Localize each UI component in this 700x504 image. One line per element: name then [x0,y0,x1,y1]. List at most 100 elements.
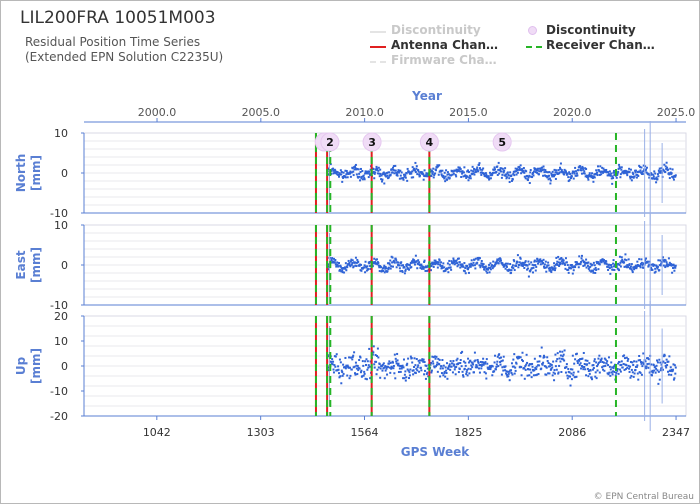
residual-point [513,260,516,263]
residual-point [580,172,583,175]
residual-point [625,259,628,262]
residual-point [432,265,435,268]
residual-point [545,170,548,173]
residual-point [613,365,616,368]
residual-point [451,262,454,265]
residual-point [340,173,343,176]
legend-discontinuity-marker[interactable]: Discontinuity [546,23,636,37]
residual-point [595,169,598,172]
residual-point [458,261,461,264]
residual-point [520,172,523,175]
residual-point [422,358,425,361]
residual-point [588,173,591,176]
legend-firmware-change[interactable]: Firmware Cha… [391,53,497,67]
residual-point [397,364,400,367]
residual-point [444,175,447,178]
legend-discontinuity-line[interactable]: Discontinuity [391,23,481,37]
residual-point [491,365,494,368]
residual-point [480,367,483,370]
residual-point [354,373,357,376]
residual-point [569,368,572,371]
legend-antenna-change[interactable]: Antenna Chan… [391,38,499,52]
residual-point [563,349,566,352]
residual-point [657,370,660,373]
residual-point [657,169,660,172]
week-tick-label: 1825 [454,426,482,439]
residual-point [358,175,361,178]
residual-point [507,269,510,272]
residual-point [386,171,389,174]
residual-point [635,360,638,363]
residual-point [376,368,379,371]
residual-point [512,172,515,175]
residual-point [641,365,644,368]
residual-point [550,367,553,370]
residual-point [532,374,535,377]
residual-point [639,371,642,374]
residual-point [420,267,423,270]
residual-point [454,169,457,172]
residual-point [655,176,658,179]
residual-point [542,261,545,264]
residual-point [591,175,594,178]
residual-point [650,363,653,366]
residual-point [384,174,387,177]
residual-point [567,271,570,274]
residual-point [461,264,464,267]
residual-point [498,353,501,356]
residual-point [609,368,612,371]
week-tick-label: 1042 [143,426,171,439]
residual-point [368,262,371,265]
residual-point [657,175,660,178]
residual-point [656,359,659,362]
residual-point [375,168,378,171]
residual-point [593,360,596,363]
residual-point [642,170,645,173]
residual-point [523,266,526,269]
residual-point [623,357,626,360]
residual-point [480,364,483,367]
residual-point [382,362,385,365]
residual-point [424,377,427,380]
residual-point [357,260,360,263]
residual-point [602,167,605,170]
residual-point [618,263,621,266]
residual-point [543,263,546,266]
residual-point [547,362,550,365]
residual-point [508,177,511,180]
residual-point [664,259,667,262]
residual-point [579,262,582,265]
residual-point [448,364,451,367]
residual-point [494,368,497,371]
residual-point [417,259,420,262]
residual-point [608,170,611,173]
residual-point [332,167,335,170]
residual-point [587,370,590,373]
residual-point [541,363,544,366]
residual-point [567,268,570,271]
legend-receiver-change[interactable]: Receiver Chan… [546,38,655,52]
residual-point [566,172,569,175]
residual-point [672,378,675,381]
residual-point [637,174,640,177]
residual-point [464,267,467,270]
residual-point [436,361,439,364]
residual-point [334,355,337,358]
residual-point [618,163,621,166]
residual-point [588,172,591,175]
residual-point [526,361,529,364]
residual-point [579,362,582,365]
residual-point [361,375,364,378]
residual-point [483,362,486,365]
residual-point [569,267,572,270]
residual-point [542,354,545,357]
residual-point [559,360,562,363]
residual-point [477,170,480,173]
residual-point [550,271,553,274]
residual-point [573,362,576,365]
residual-point [666,370,669,373]
residual-point [627,364,630,367]
residual-point [498,260,501,263]
x-top-axis-title: Year [411,89,442,103]
